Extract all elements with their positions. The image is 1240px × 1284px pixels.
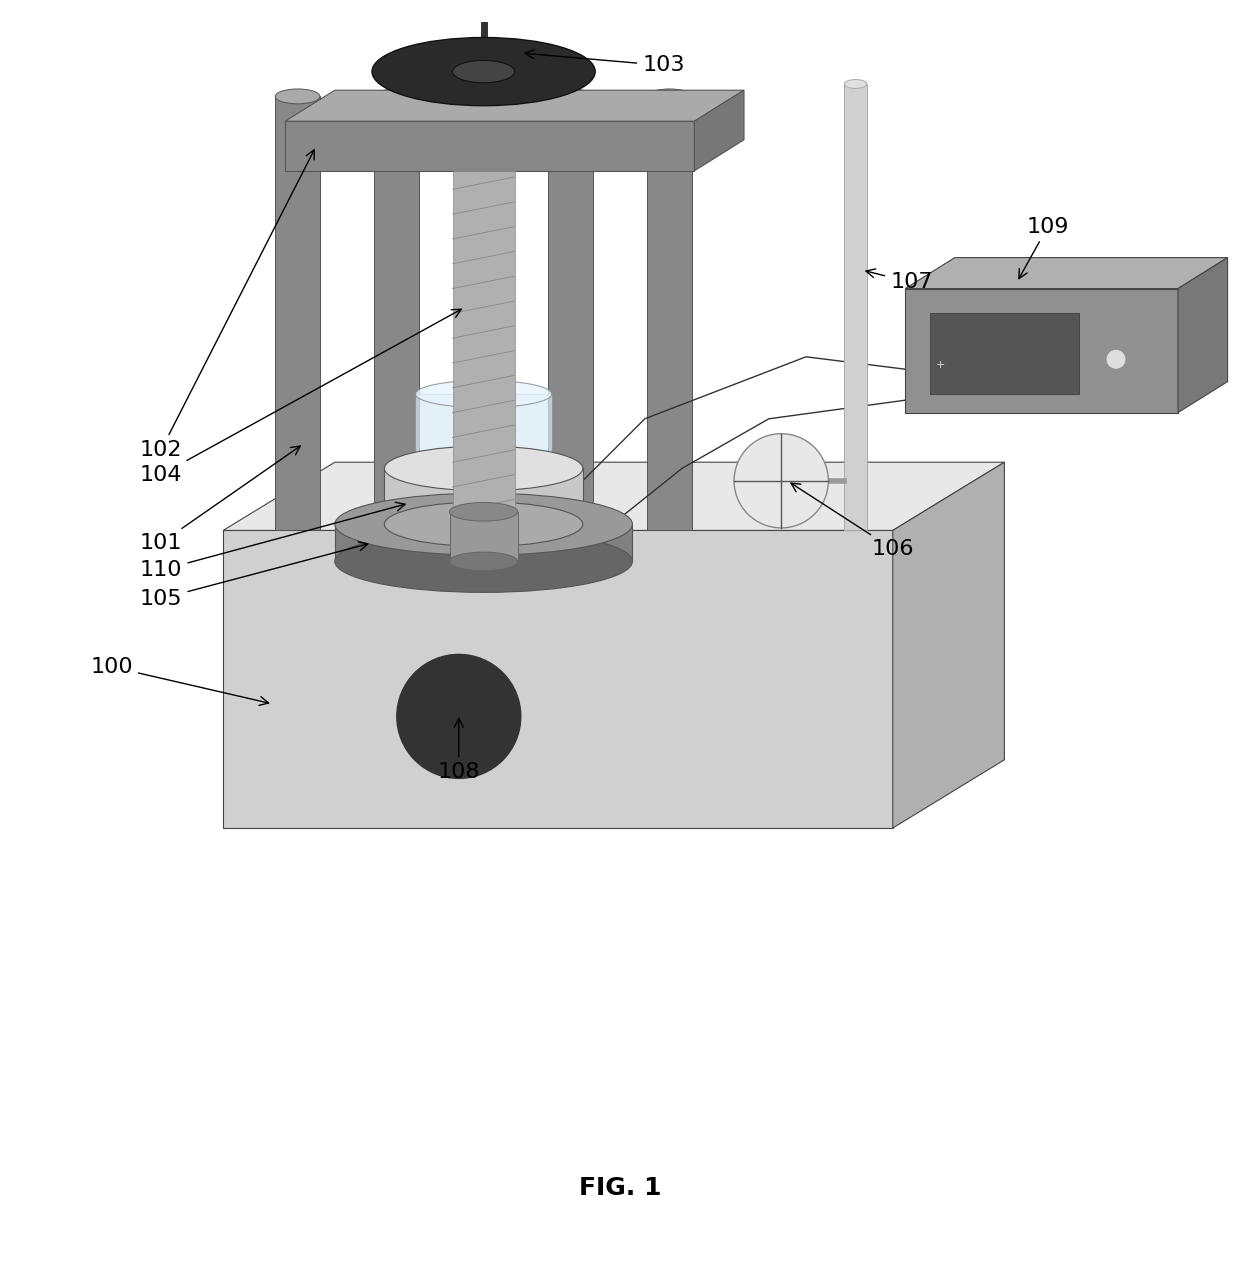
Polygon shape [275, 96, 320, 530]
Ellipse shape [335, 530, 632, 592]
Text: +: + [936, 361, 946, 371]
Ellipse shape [449, 552, 518, 570]
Ellipse shape [548, 89, 593, 104]
Text: 101: 101 [140, 446, 300, 553]
Polygon shape [374, 96, 419, 530]
Ellipse shape [275, 89, 320, 104]
Polygon shape [548, 96, 593, 530]
Polygon shape [384, 469, 583, 524]
Text: 100: 100 [91, 657, 269, 705]
Ellipse shape [415, 455, 552, 482]
Circle shape [734, 434, 828, 528]
Ellipse shape [372, 37, 595, 105]
Polygon shape [930, 313, 1079, 394]
Polygon shape [905, 258, 1228, 289]
Polygon shape [449, 512, 518, 561]
Ellipse shape [844, 80, 867, 89]
Ellipse shape [335, 493, 632, 555]
Text: 107: 107 [866, 268, 932, 293]
Text: 106: 106 [791, 483, 914, 559]
Polygon shape [223, 530, 893, 828]
Ellipse shape [374, 89, 419, 104]
Circle shape [397, 655, 521, 778]
Polygon shape [223, 462, 1004, 530]
Text: 109: 109 [1019, 217, 1069, 279]
Polygon shape [285, 90, 744, 121]
Polygon shape [647, 96, 692, 530]
Ellipse shape [384, 446, 583, 490]
Polygon shape [844, 83, 867, 530]
Text: 104: 104 [140, 309, 461, 484]
Text: 110: 110 [140, 502, 405, 580]
Polygon shape [335, 524, 632, 561]
Ellipse shape [415, 380, 552, 407]
Text: FIG. 1: FIG. 1 [579, 1176, 661, 1199]
Polygon shape [1178, 258, 1228, 412]
Polygon shape [694, 90, 744, 171]
Text: 105: 105 [140, 542, 368, 609]
Circle shape [1106, 349, 1126, 370]
Polygon shape [285, 121, 694, 171]
Polygon shape [893, 462, 1004, 828]
Ellipse shape [384, 502, 583, 547]
Text: 103: 103 [525, 50, 684, 76]
Ellipse shape [647, 89, 692, 104]
Polygon shape [453, 171, 515, 512]
Polygon shape [905, 289, 1178, 412]
Polygon shape [415, 394, 552, 469]
Ellipse shape [449, 502, 518, 521]
Text: 108: 108 [438, 718, 480, 782]
Text: 102: 102 [140, 150, 314, 460]
Ellipse shape [453, 60, 515, 82]
